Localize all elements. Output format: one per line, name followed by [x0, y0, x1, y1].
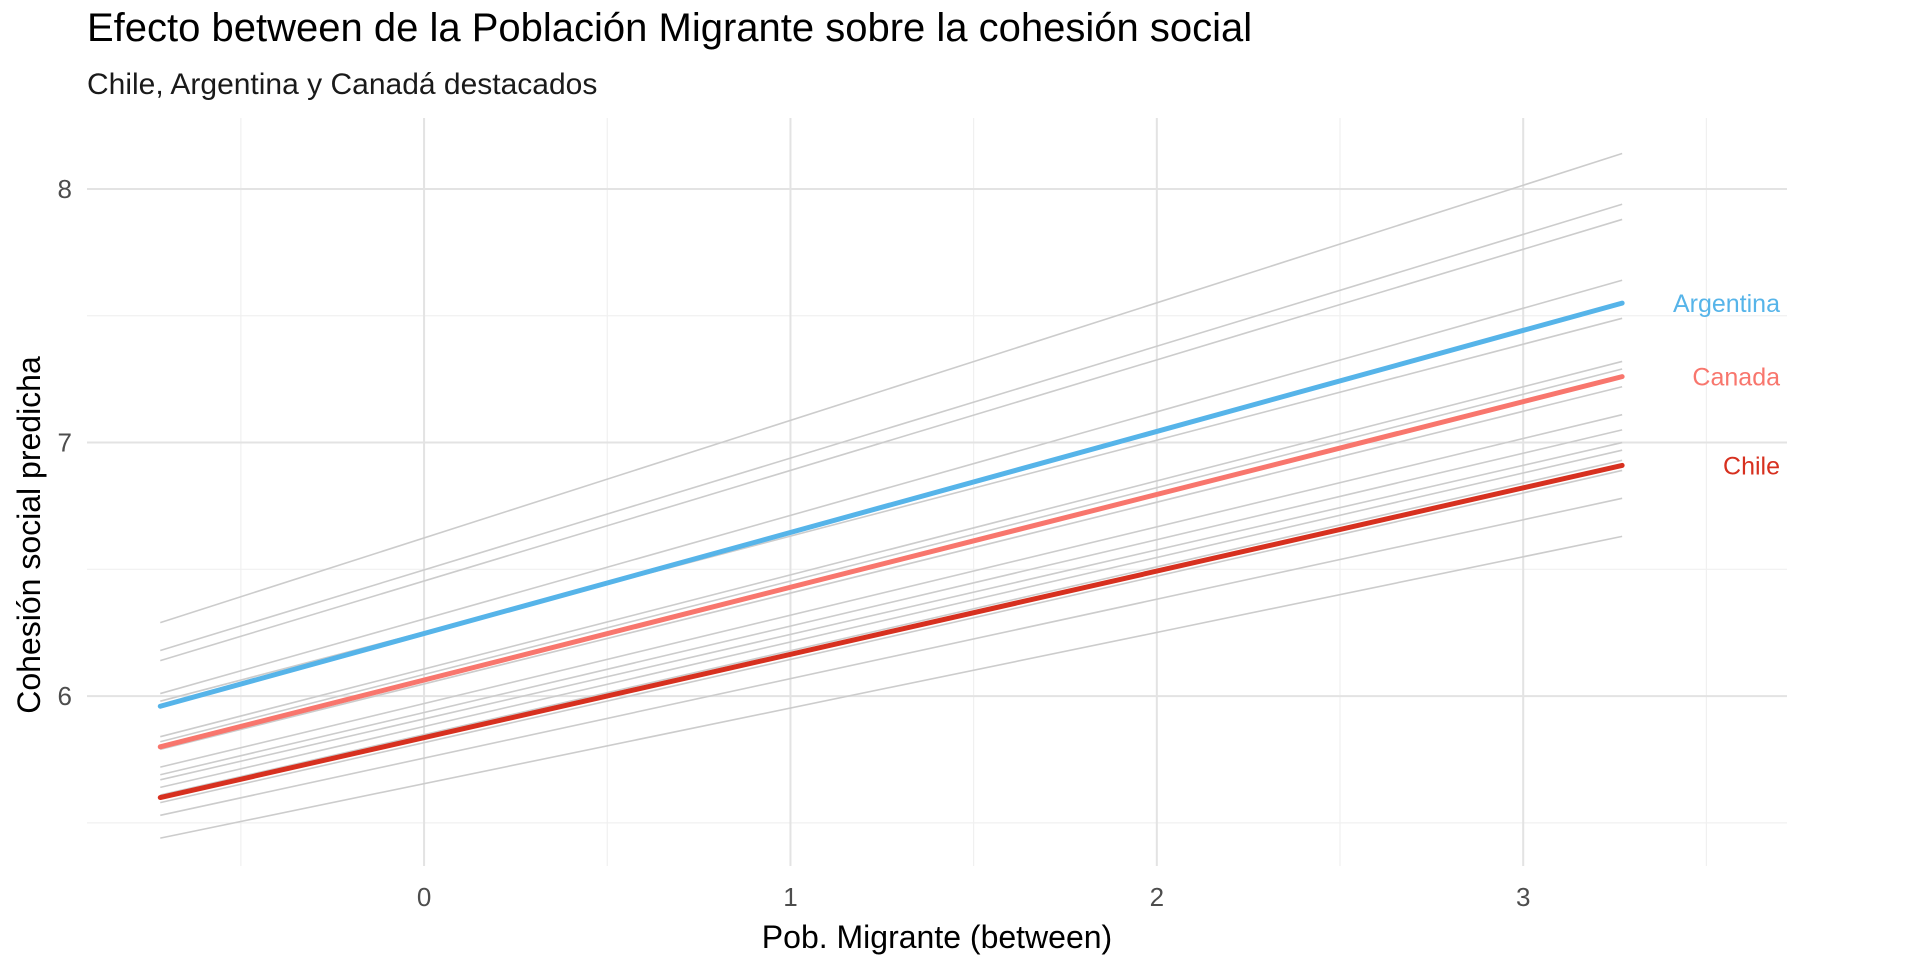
series-line-chile: [157, 462, 1625, 801]
background-series-line: [160, 203, 1623, 652]
background-series-line: [160, 535, 1623, 839]
y-tick-label: 7: [58, 428, 72, 458]
background-series-line: [160, 152, 1623, 624]
background-series-line: [160, 360, 1623, 738]
grid-minor: [87, 118, 1787, 866]
y-axis-title: Cohesión social predicha: [11, 356, 47, 714]
chart-subtitle: Chile, Argentina y Canadá destacados: [87, 68, 598, 101]
background-series-line: [160, 469, 1623, 804]
background-series-line: [160, 429, 1623, 776]
background-series-line: [160, 279, 1623, 695]
x-axis-title: Pob. Migrante (between): [762, 919, 1112, 955]
highlighted-series-lines: [157, 300, 1625, 801]
background-series-line: [160, 413, 1623, 768]
x-tick-label: 3: [1516, 882, 1530, 912]
background-series-line: [160, 449, 1623, 789]
series-line-canada: [157, 374, 1625, 750]
tick-labels: 0 1 2 3 6 7 8: [58, 174, 1531, 912]
series-line-argentina: [157, 300, 1625, 709]
x-tick-label: 1: [783, 882, 797, 912]
y-tick-label: 6: [58, 681, 72, 711]
series-label-canada: Canada: [1692, 364, 1780, 392]
chart-title: Efecto between de la Población Migrante …: [87, 6, 1253, 50]
background-series-lines: [160, 152, 1623, 839]
y-tick-label: 8: [58, 174, 72, 204]
series-labels: Argentina Canada Chile: [1673, 290, 1780, 480]
background-series-line: [160, 459, 1623, 796]
x-tick-label: 2: [1150, 882, 1164, 912]
background-series-line: [160, 441, 1623, 781]
series-label-argentina: Argentina: [1673, 290, 1780, 318]
x-tick-label: 0: [417, 882, 431, 912]
background-series-line: [160, 368, 1623, 743]
background-series-line: [160, 497, 1623, 817]
series-label-chile: Chile: [1723, 452, 1780, 480]
background-series-line: [160, 385, 1623, 751]
background-series-line: [160, 218, 1623, 662]
